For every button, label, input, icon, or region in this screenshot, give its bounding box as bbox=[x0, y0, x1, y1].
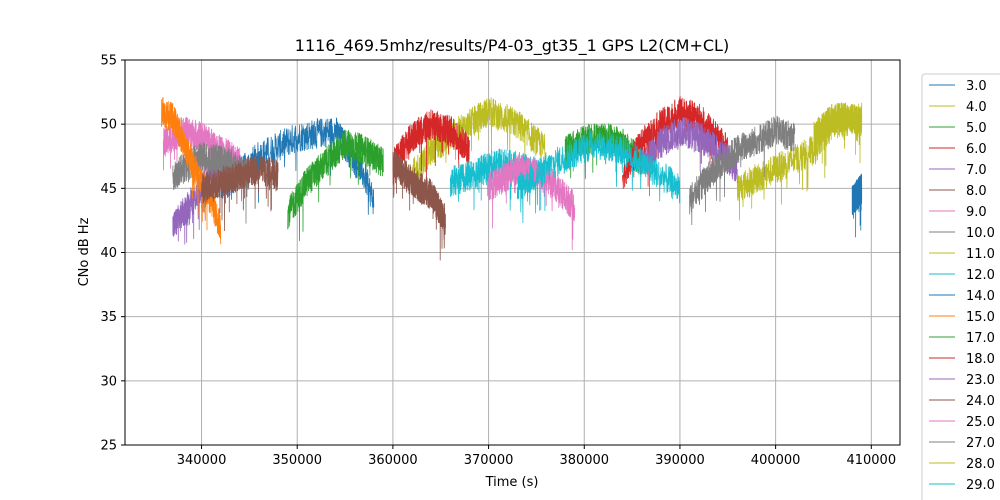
legend-entry: 14.0 bbox=[966, 289, 995, 304]
legend-entry: 5.0 bbox=[966, 121, 987, 136]
legend-entry: 3.0 bbox=[966, 79, 987, 94]
legend-entry: 9.0 bbox=[966, 205, 987, 220]
y-axis-label: CNo dB Hz bbox=[77, 217, 92, 286]
legend-entry: 25.0 bbox=[966, 415, 995, 430]
legend-entry: 18.0 bbox=[966, 352, 995, 367]
y-tick-label: 30 bbox=[100, 374, 117, 389]
series-line-27.0 bbox=[689, 115, 796, 226]
y-tick-label: 40 bbox=[100, 246, 117, 261]
legend: 3.0 4.0 5.0 6.0 7.0 8.0 9.0 10.0 11.0 12.0 14.0 15.… bbox=[921, 73, 1000, 500]
y-tick-label: 45 bbox=[100, 182, 117, 197]
x-axis-label: Time (s) bbox=[485, 475, 539, 490]
y-tick-label: 50 bbox=[100, 118, 117, 133]
x-tick-label: 370000 bbox=[464, 453, 514, 468]
series-line-9.0 bbox=[162, 116, 241, 191]
x-tick-label: 360000 bbox=[368, 453, 418, 468]
legend-entry: 27.0 bbox=[966, 436, 995, 451]
series-line-14.0 bbox=[851, 173, 863, 238]
legend-box bbox=[921, 73, 1000, 500]
x-tick-label: 380000 bbox=[559, 453, 609, 468]
legend-entry: 4.0 bbox=[966, 100, 987, 115]
legend-entry: 8.0 bbox=[966, 184, 987, 199]
legend-entry: 28.0 bbox=[966, 457, 995, 472]
legend-entry: 11.0 bbox=[966, 247, 995, 262]
series-line-24.0 bbox=[201, 155, 279, 232]
y-axis-ticks: 25 30 35 40 45 50 55 bbox=[100, 54, 125, 454]
y-tick-label: 35 bbox=[100, 310, 117, 325]
legend-entry: 7.0 bbox=[966, 163, 987, 178]
legend-entry: 12.0 bbox=[966, 268, 995, 283]
series-line-8.0 bbox=[392, 149, 446, 261]
y-tick-label: 55 bbox=[100, 54, 117, 69]
x-tick-label: 390000 bbox=[655, 453, 705, 468]
x-tick-label: 340000 bbox=[177, 453, 227, 468]
x-tick-label: 350000 bbox=[272, 453, 322, 468]
series-line-5.0 bbox=[287, 129, 384, 242]
chart-title: 1116_469.5mhz/results/P4-03_gt35_1 GPS L… bbox=[295, 36, 729, 56]
series-line-6.0 bbox=[392, 109, 470, 196]
series-line-4.0 bbox=[411, 97, 547, 195]
legend-entry: 24.0 bbox=[966, 394, 995, 409]
legend-entry: 17.0 bbox=[966, 331, 995, 346]
legend-entry: 29.0 bbox=[966, 478, 995, 493]
x-axis-ticks: 340000 350000 360000 370000 380000 390000 4000… bbox=[177, 445, 896, 468]
legend-entry: 10.0 bbox=[966, 226, 995, 241]
legend-entry: 15.0 bbox=[966, 310, 995, 325]
x-tick-label: 410000 bbox=[846, 453, 896, 468]
y-tick-label: 25 bbox=[100, 439, 117, 454]
legend-entry: 23.0 bbox=[966, 373, 995, 388]
series-line-28.0 bbox=[813, 102, 863, 166]
series-line-29.0 bbox=[516, 130, 681, 224]
x-tick-label: 400000 bbox=[751, 453, 801, 468]
series-lines bbox=[161, 95, 863, 261]
legend-entry: 6.0 bbox=[966, 142, 987, 157]
